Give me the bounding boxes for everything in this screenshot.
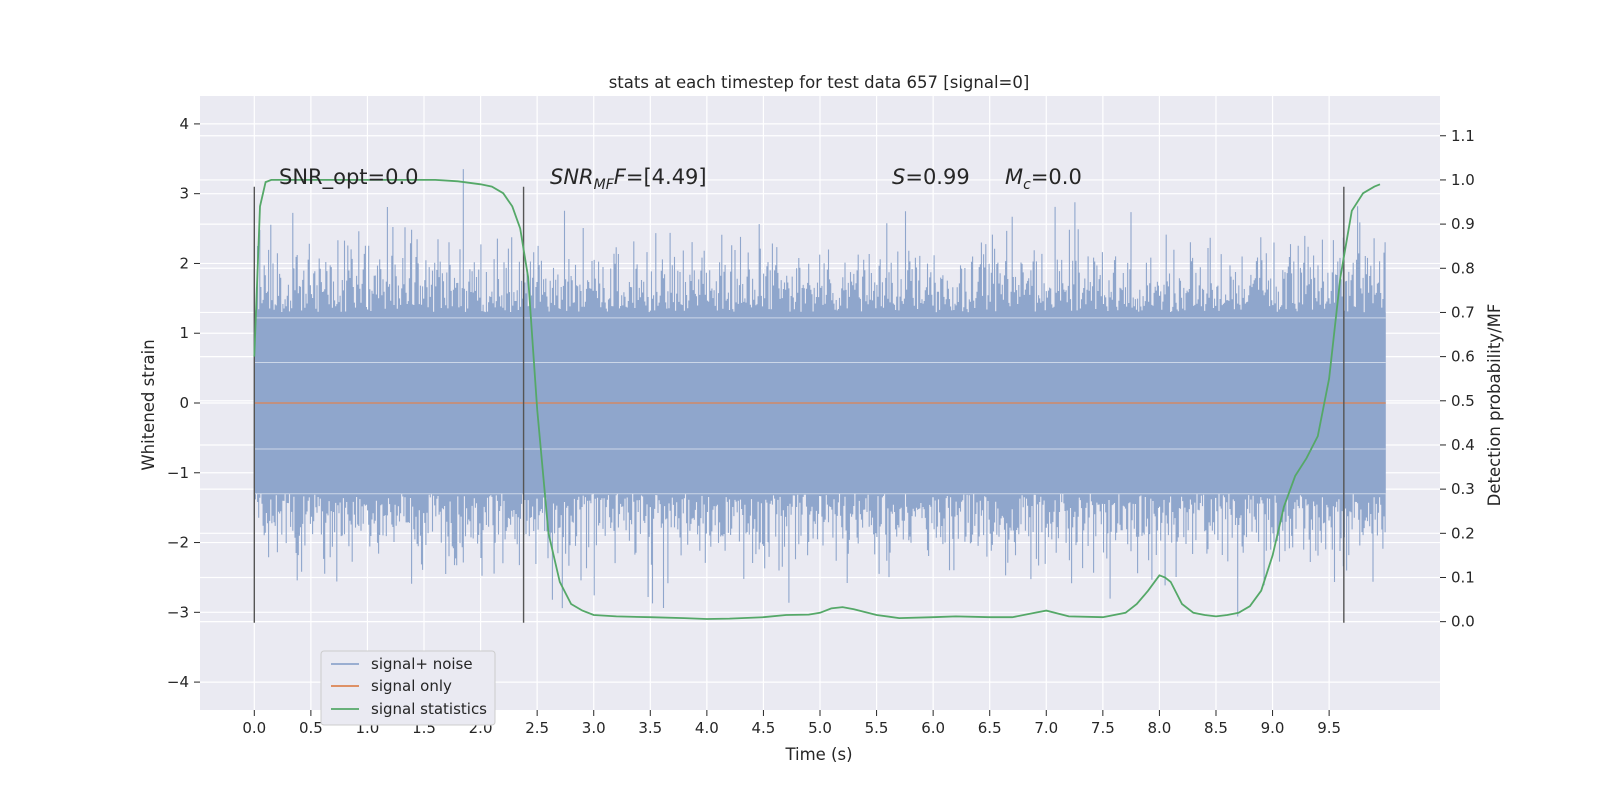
- right-tick-label: 0.1: [1451, 568, 1475, 586]
- x-axis-label: Time (s): [784, 745, 852, 764]
- legend-label-statistics: signal statistics: [371, 700, 487, 718]
- right-tick-label: 1.1: [1451, 127, 1475, 145]
- mc-annotation: Mc=0.0: [1005, 165, 1082, 193]
- s-value: =0.99: [905, 165, 969, 189]
- x-tick-label: 8.0: [1147, 719, 1171, 737]
- legend: signal+ noise signal only signal statist…: [320, 650, 496, 726]
- snr-mf-prefix: SNR: [550, 165, 594, 189]
- y-tick-label: 1: [179, 324, 189, 342]
- snr-mf-subscript: MF: [594, 177, 615, 193]
- x-tick-label: 6.5: [978, 719, 1002, 737]
- x-tick-label: 0.5: [299, 719, 323, 737]
- x-tick-label: 0.0: [242, 719, 266, 737]
- s-annotation: S=0.99: [892, 165, 970, 189]
- right-tick-label: 0.6: [1451, 348, 1475, 366]
- snr-mf-value: =[4.49]: [626, 165, 707, 189]
- x-axis-ticks: 0.0 0.5 1.0 1.5 2.0 2.5 3.0 3.5 4.0 4.5 5.0 5.5 6.0 6…: [242, 710, 1341, 737]
- right-tick-label: 1.0: [1451, 171, 1475, 189]
- chart-title: stats at each timestep for test data 657…: [609, 73, 1030, 92]
- y-tick-label: 0: [179, 394, 189, 412]
- snr-opt-annotation: SNR_opt=0.0: [279, 165, 419, 190]
- y-tick-label: −4: [167, 673, 189, 691]
- x-tick-label: 3.0: [582, 719, 606, 737]
- right-axis-ticks: 1.1 1.0 0.9 0.8 0.7 0.6 0.5 0.4 0.3 0.2 0.1 0.0: [1440, 127, 1475, 631]
- x-tick-label: 5.5: [865, 719, 889, 737]
- right-tick-label: 0.7: [1451, 303, 1475, 321]
- x-tick-label: 4.0: [695, 719, 719, 737]
- mc-value: =0.0: [1031, 165, 1082, 189]
- y-tick-label: −3: [167, 603, 189, 621]
- y-tick-label: −1: [167, 464, 189, 482]
- x-tick-label: 5.0: [808, 719, 832, 737]
- legend-box: [320, 650, 496, 726]
- right-tick-label: 0.9: [1451, 215, 1475, 233]
- y-tick-label: 3: [179, 185, 189, 203]
- x-tick-label: 7.5: [1091, 719, 1115, 737]
- x-tick-label: 2.5: [525, 719, 549, 737]
- mc-label: M: [1005, 165, 1023, 189]
- x-tick-label: 4.5: [752, 719, 776, 737]
- y-tick-label: 2: [179, 254, 189, 272]
- x-tick-label: 7.0: [1034, 719, 1058, 737]
- right-tick-label: 0.0: [1451, 613, 1475, 631]
- signal-statistics-line: [253, 179, 1381, 620]
- y-axis-ticks: 4 3 2 1 0 −1 −2 −3 −4: [167, 115, 200, 691]
- s-label: S: [892, 165, 905, 189]
- legend-label-signal-noise: signal+ noise: [371, 655, 473, 673]
- right-tick-label: 0.4: [1451, 436, 1475, 454]
- x-tick-label: 9.0: [1261, 719, 1285, 737]
- legend-label-signal-only: signal only: [371, 677, 452, 695]
- snr-mf-annotation: SNRMFF=[4.49]: [550, 165, 707, 193]
- x-tick-label: 9.5: [1317, 719, 1341, 737]
- x-tick-label: 6.0: [921, 719, 945, 737]
- right-tick-label: 0.5: [1451, 392, 1475, 410]
- y-tick-label: 4: [179, 115, 189, 133]
- y-axis-label: Whitened strain: [139, 339, 158, 470]
- right-axis-label: Detection probability/MF: [1485, 304, 1504, 507]
- right-tick-label: 0.8: [1451, 259, 1475, 277]
- right-tick-label: 0.2: [1451, 524, 1475, 542]
- y-tick-label: −2: [167, 534, 189, 552]
- mc-subscript: c: [1023, 177, 1031, 193]
- right-tick-label: 0.3: [1451, 480, 1475, 498]
- snr-mf-f: F: [614, 165, 627, 189]
- x-tick-label: 3.5: [638, 719, 662, 737]
- x-tick-label: 8.5: [1204, 719, 1228, 737]
